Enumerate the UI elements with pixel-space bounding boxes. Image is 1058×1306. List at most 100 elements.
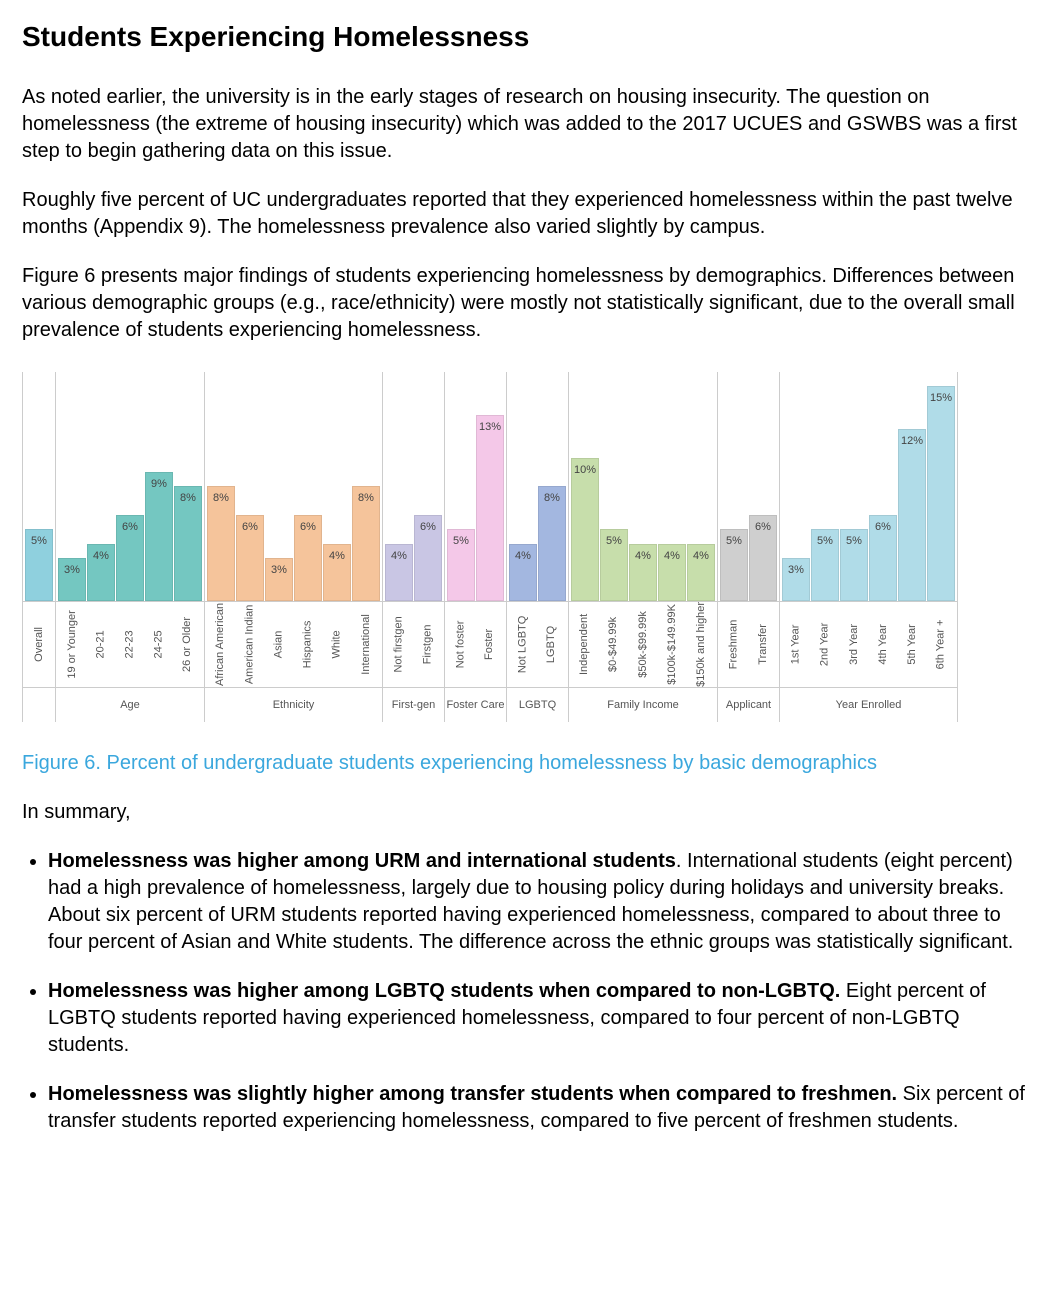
bar-value-label: 9% [151,477,167,492]
chart-bar: 8% [352,486,380,601]
bar-category-label: Not LGBTQ [516,616,531,673]
chart-bar: 4% [629,544,657,601]
summary-bullet-list: Homelessness was higher among URM and in… [22,848,1036,1135]
bar-value-label: 6% [420,520,436,535]
bar-category-label: 22-23 [123,630,138,658]
bar-category-label: 5th Year [905,624,920,664]
chart-group: 3%5%5%6%12%15%1st Year2nd Year3rd Year4t… [779,372,958,722]
bar-value-label: 5% [817,534,833,549]
bar-value-label: 5% [31,534,47,549]
chart-bar: 4% [658,544,686,601]
chart-bar: 6% [749,515,777,601]
bar-value-label: 6% [122,520,138,535]
chart-bar: 10% [571,458,599,601]
bar-category-label: Foster [483,629,498,660]
chart-bar: 8% [174,486,202,601]
chart-group-label: Foster Care [445,688,506,722]
bar-category-label: 2nd Year [818,623,833,666]
bar-category-label: 24-25 [152,630,167,658]
bar-category-label: 19 or Younger [65,610,80,679]
bar-value-label: 10% [574,463,596,478]
chart-group: 10%5%4%4%4%Independent$0-$49.99k$50k-$99… [568,372,717,722]
chart-group-label: Age [56,688,204,722]
bar-value-label: 8% [213,491,229,506]
bar-value-label: 8% [544,491,560,506]
chart-bar: 6% [869,515,897,601]
bar-value-label: 5% [606,534,622,549]
chart-group-label: Applicant [718,688,779,722]
chart-group-label: First-gen [383,688,444,722]
chart-group-label: Year Enrolled [780,688,957,722]
bar-category-label: Not firstgen [392,616,407,672]
bar-value-label: 4% [515,549,531,564]
bar-category-label: 3rd Year [847,624,862,665]
bar-category-label: 6th Year + [934,619,949,669]
bar-value-label: 13% [479,420,501,435]
chart-bar: 4% [323,544,351,601]
chart-bar: 6% [236,515,264,601]
bar-value-label: 3% [271,563,287,578]
bar-value-label: 4% [93,549,109,564]
chart-bar: 4% [385,544,413,601]
bar-value-label: 4% [391,549,407,564]
chart-bar: 4% [87,544,115,601]
bar-category-label: White [330,630,345,658]
bar-category-label: International [359,614,374,675]
chart-bar: 9% [145,472,173,601]
chart-bar: 15% [927,386,955,601]
chart-group: 4%6%Not firstgenFirstgenFirst-gen [382,372,444,722]
bar-value-label: 4% [635,549,651,564]
intro-para-2: Roughly five percent of UC undergraduate… [22,187,1036,241]
bar-category-label: Not foster [454,620,469,668]
bar-category-label: 4th Year [876,624,891,664]
bar-category-label: African American [214,603,229,686]
chart-group-label: Family Income [569,688,717,722]
summary-bullet: Homelessness was higher among LGBTQ stud… [48,978,1036,1059]
summary-bullet: Homelessness was slightly higher among t… [48,1081,1036,1135]
chart-bar: 5% [811,529,839,601]
bar-category-label: $50k-$99.99k [636,611,651,678]
chart-bar: 6% [116,515,144,601]
chart-bar: 13% [476,415,504,601]
summary-intro: In summary, [22,799,1036,826]
chart-group: 4%8%Not LGBTQLGBTQLGBTQ [506,372,568,722]
chart-group-label: LGBTQ [507,688,568,722]
bar-category-label: $0-$49.99k [607,617,622,672]
bar-value-label: 6% [242,520,258,535]
chart-bar: 3% [58,558,86,601]
bar-category-label: $150k and higher [694,602,709,687]
chart-group: 5% 13% Not foster Foster Foster Care [444,372,506,722]
intro-para-1: As noted earlier, the university is in t… [22,84,1036,165]
bar-value-label: 5% [846,534,862,549]
bar-category-label: Hispanics [301,620,316,668]
bar-value-label: 8% [358,491,374,506]
intro-para-3: Figure 6 presents major findings of stud… [22,263,1036,344]
chart-bar: 6% [414,515,442,601]
figure-caption: Figure 6. Percent of undergraduate stude… [22,750,1036,777]
chart-group: 8% 6% 3% 6% 4% 8% African American American Ind… [204,372,382,722]
chart-bar: 6% [294,515,322,601]
bar-value-label: 5% [453,534,469,549]
chart-bar: 4% [509,544,537,601]
chart-bar: 5% [25,529,53,601]
chart-group-label [23,688,55,722]
bar-value-label: 12% [901,434,923,449]
chart-bar: 3% [265,558,293,601]
chart-bar: 8% [538,486,566,601]
chart-group: 5%6%FreshmanTransferApplicant [717,372,779,722]
chart-bar: 8% [207,486,235,601]
chart-bar: 12% [898,429,926,601]
chart-bar: 5% [447,529,475,601]
chart-bar: 4% [687,544,715,601]
bar-category-label: $100k-$149.99K [665,604,680,685]
bullet-lead: Homelessness was slightly higher among t… [48,1083,897,1105]
bullet-lead: Homelessness was higher among URM and in… [48,850,676,872]
bar-category-label: 20-21 [94,630,109,658]
bar-value-label: 15% [930,391,952,406]
figure-6-chart: 5%Overall3%4%6%9%8%19 or Younger20-2122-… [22,372,1022,722]
bar-category-label: American Indian [243,605,258,685]
bar-value-label: 4% [329,549,345,564]
bar-category-label: Freshman [727,620,742,670]
bar-value-label: 4% [664,549,680,564]
chart-bar: 3% [782,558,810,601]
